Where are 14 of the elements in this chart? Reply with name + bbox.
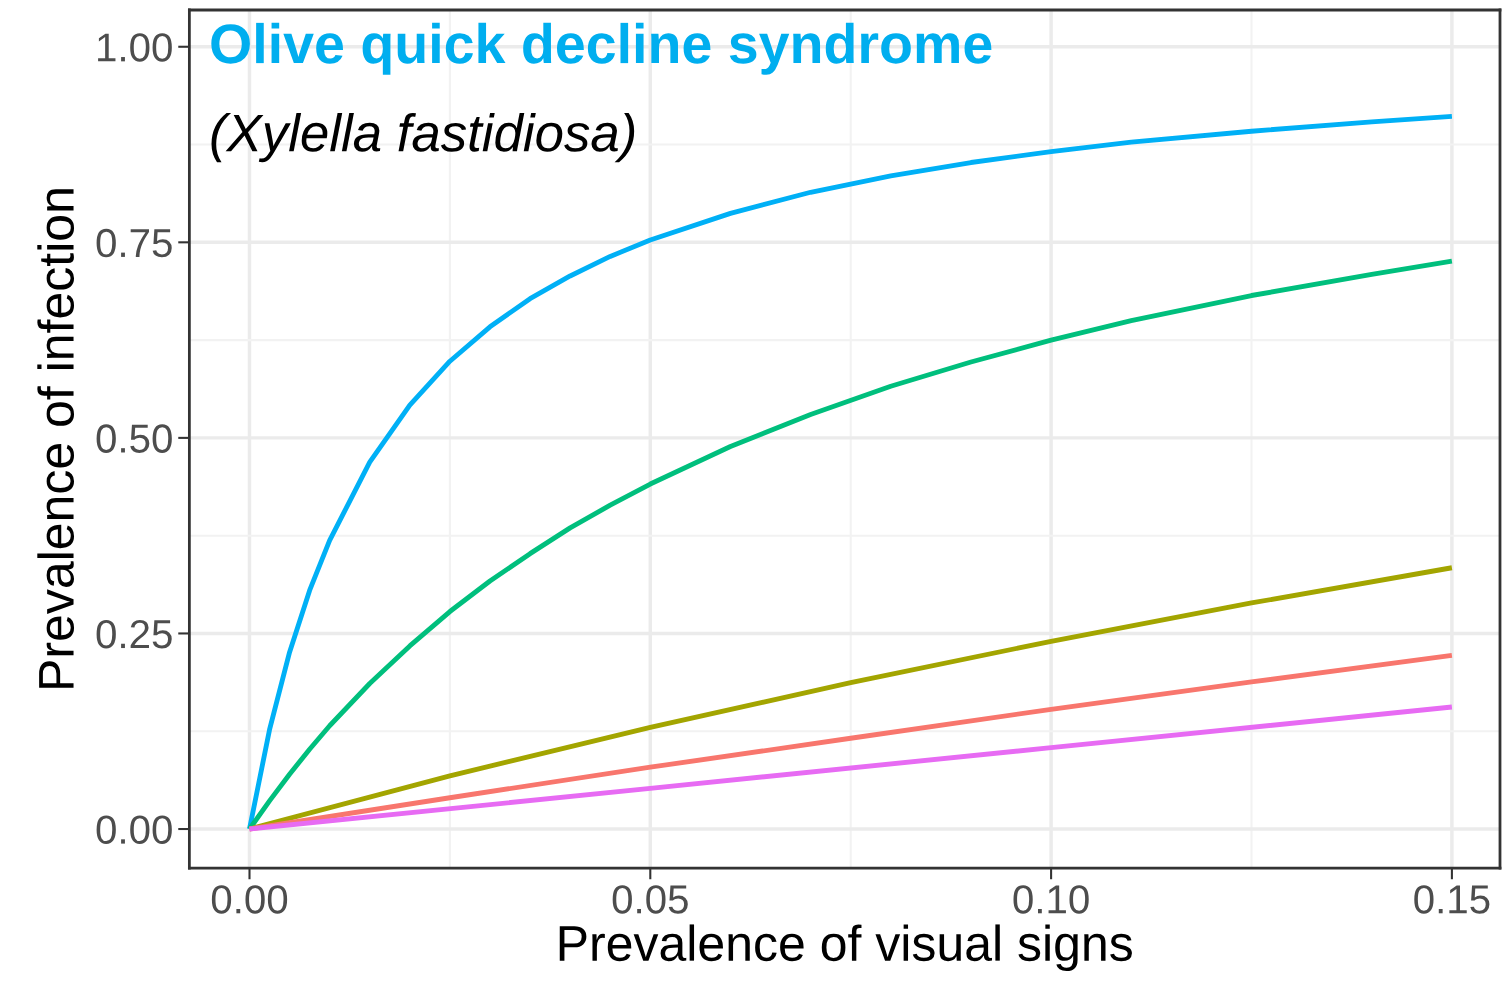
y-tick-label: 0.25 <box>96 619 172 649</box>
y-tick-label: 0.75 <box>96 228 172 258</box>
x-tick-label: 0.05 <box>612 885 688 914</box>
x-tick-label: 0.10 <box>1013 885 1089 914</box>
y-tick-label: 0.00 <box>96 815 172 845</box>
x-tick-label: 0.00 <box>211 885 288 914</box>
line-series <box>247 704 1455 832</box>
annotation: (Xylella fastidiosa) <box>211 112 635 163</box>
y-tick-label: 1.00 <box>98 33 172 62</box>
x-axis-title: Prevalence of visual signs <box>559 924 1132 972</box>
y-tick-label: 0.50 <box>96 424 172 453</box>
chart-title: Olive quick decline syndrome <box>211 22 992 75</box>
y-axis-title: Prevalence of infection <box>37 189 75 688</box>
x-tick-label: 0.15 <box>1414 885 1490 914</box>
